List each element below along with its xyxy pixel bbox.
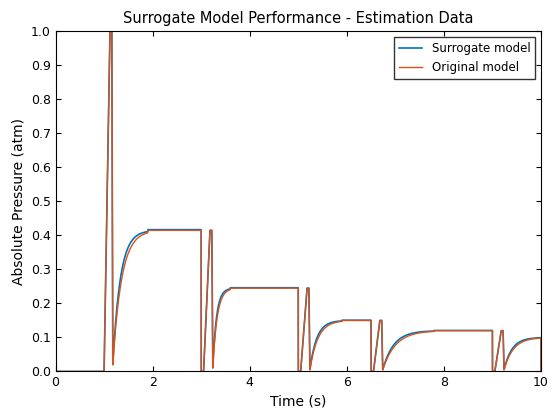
Surrogate model [52,369,59,374]
Original model [346,318,352,323]
Original model [52,369,59,374]
Surrogate model [282,285,288,290]
Surrogate model [173,227,180,232]
Original model [400,336,407,341]
Surrogate model [506,351,513,356]
Surrogate model [538,369,544,374]
Original model [173,228,180,233]
Line: Original model: Original model [55,32,541,371]
Line: Surrogate model: Surrogate model [55,32,541,371]
Original model [282,286,288,291]
Original model [364,318,371,323]
Y-axis label: Absolute Pressure (atm): Absolute Pressure (atm) [11,118,25,285]
Surrogate model [400,334,407,339]
Original model [538,369,544,374]
Title: Surrogate Model Performance - Estimation Data: Surrogate Model Performance - Estimation… [123,11,474,26]
X-axis label: Time (s): Time (s) [270,395,326,409]
Surrogate model [106,29,113,34]
Surrogate model [364,318,371,323]
Legend: Surrogate model, Original model: Surrogate model, Original model [394,37,535,79]
Original model [106,29,113,34]
Surrogate model [346,318,352,323]
Original model [506,353,513,358]
